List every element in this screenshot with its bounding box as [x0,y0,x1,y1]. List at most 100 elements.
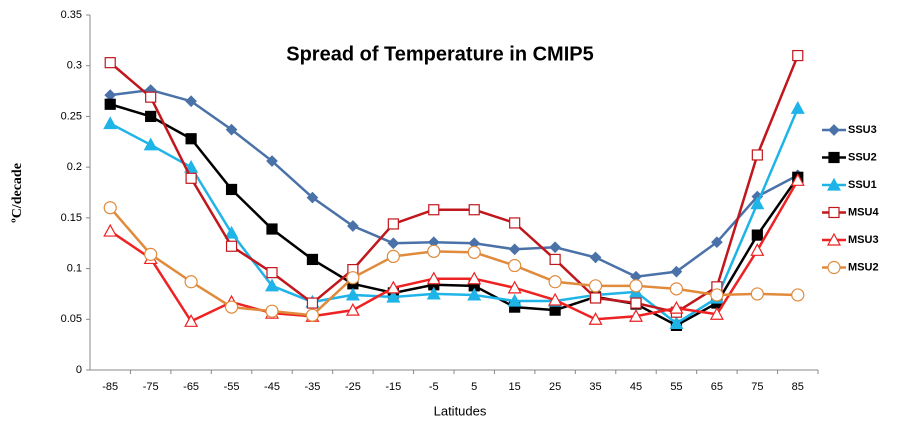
marker [589,292,602,304]
marker [104,89,117,101]
marker [588,279,603,293]
x-tick-label: 85 [792,381,804,393]
x-tick-label: 25 [549,381,561,393]
legend-label: MSU4 [848,206,879,218]
marker [266,267,278,279]
marker [509,217,521,229]
marker [224,300,239,314]
marker [507,280,522,294]
marker [426,286,441,300]
x-tick-label: 45 [630,381,642,393]
marker [589,251,602,264]
y-tick-label: 0.1 [67,262,82,274]
marker [104,57,116,69]
marker [345,287,360,301]
x-tick-label: 65 [711,381,723,393]
marker [143,137,158,151]
marker [549,241,561,254]
marker [629,279,643,293]
legend-marker [826,232,842,246]
y-tick-label: 0.15 [61,212,82,224]
y-tick-label: 0.2 [67,161,82,173]
marker [751,149,763,161]
marker [305,308,320,322]
marker [548,292,563,306]
x-tick-label: -35 [304,381,320,393]
x-axis-label: Latitudes [434,403,487,418]
marker [750,243,765,256]
marker [750,196,765,210]
marker [306,253,319,266]
x-tick-label: -15 [385,381,401,393]
y-tick-label: 0 [76,364,82,376]
marker [467,287,482,301]
marker [386,280,401,294]
marker [387,218,399,230]
x-tick-label: -25 [345,381,361,393]
x-tick-label: 5 [471,381,477,393]
marker [265,304,279,318]
legend-marker [827,260,841,275]
marker [387,237,400,250]
marker [184,159,199,173]
marker [104,98,116,110]
marker [669,316,684,329]
marker [508,243,521,256]
marker [630,297,642,309]
marker [225,183,238,196]
marker [548,275,562,289]
legend-label: SSU1 [848,179,877,191]
x-tick-label: 15 [509,381,521,393]
marker [184,275,198,289]
series-line [110,88,799,278]
marker [103,201,117,215]
legend-label: SSU3 [848,124,877,136]
marker [791,288,805,302]
marker [266,223,278,235]
marker [669,282,684,296]
marker [145,91,157,103]
marker [266,155,278,167]
marker [103,223,118,237]
chart-title: Spread of Temperature in CMIP5 [286,43,593,65]
marker [144,247,158,261]
marker [508,258,522,273]
marker [669,300,684,314]
marker [103,116,118,130]
marker [225,123,238,136]
marker [711,236,723,249]
legend-marker [826,177,842,191]
marker [750,287,764,301]
series-line [109,103,799,327]
series-line [109,107,799,325]
legend-marker [828,124,840,136]
marker [184,314,199,327]
legend-label: SSU2 [848,151,877,163]
marker [306,191,319,204]
x-tick-label: -5 [429,381,439,393]
legend-label: MSU3 [848,234,879,246]
marker [347,220,359,232]
marker [507,293,522,307]
marker [790,173,805,186]
marker [467,245,481,259]
marker [670,265,683,278]
y-tick-label: 0.25 [61,110,82,122]
x-tick-label: 75 [751,381,763,393]
marker [306,297,319,309]
series-line [109,179,799,323]
x-tick-label: 35 [589,381,601,393]
marker [386,289,401,303]
x-tick-label: -85 [102,381,118,393]
marker [549,253,561,266]
marker [588,312,603,325]
marker [185,95,197,108]
x-tick-label: -55 [224,381,240,393]
series-line [109,206,798,317]
marker [468,204,480,216]
series-line [109,55,799,314]
marker [628,308,644,322]
marker [185,172,197,184]
y-tick-label: 0.05 [61,313,82,325]
marker [346,271,360,285]
